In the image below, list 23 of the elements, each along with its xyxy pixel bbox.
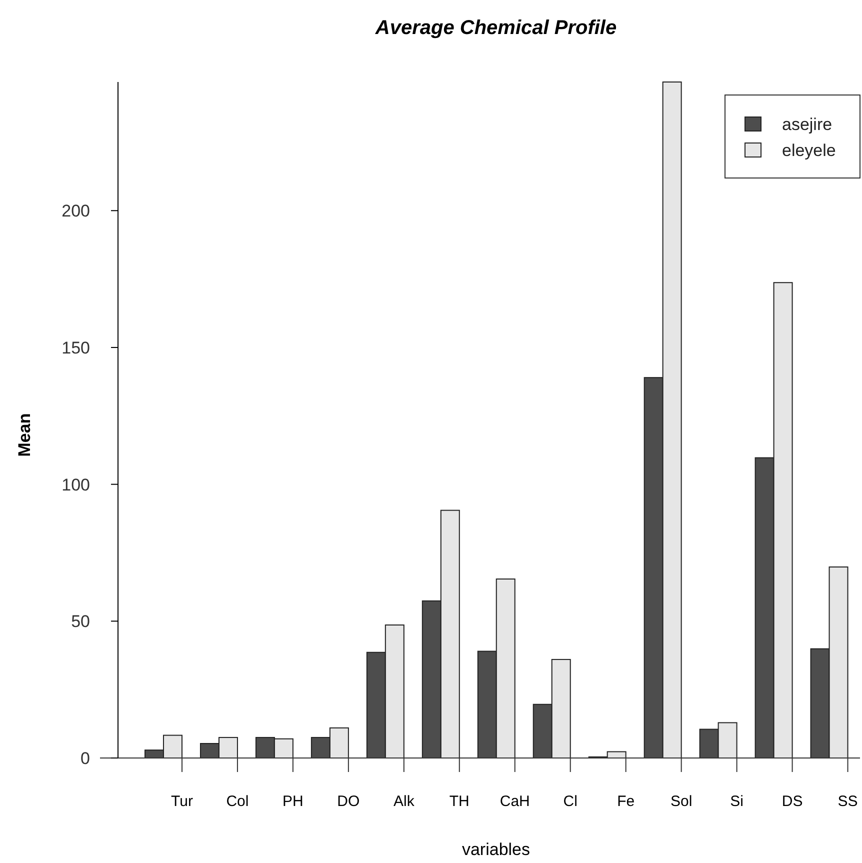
- x-tick-label: Fe: [617, 793, 635, 810]
- y-tick-label: 150: [62, 338, 90, 358]
- x-tick-label: CaH: [500, 793, 530, 810]
- y-tick-label: 50: [71, 612, 90, 632]
- y-tick-label: 100: [62, 475, 90, 494]
- x-tick-label: Tur: [171, 793, 193, 810]
- x-tick-label: Col: [226, 793, 249, 810]
- y-tick-label: 200: [62, 202, 90, 221]
- x-tick-label: Alk: [393, 793, 415, 810]
- chart-title: Average Chemical Profile: [374, 17, 617, 39]
- x-tick-label: TH: [449, 793, 470, 810]
- y-tick-label: 0: [80, 748, 90, 768]
- x-axis-title: variables: [462, 840, 530, 859]
- x-tick-label: PH: [282, 793, 304, 810]
- x-tick-label: DS: [782, 793, 803, 810]
- x-tick-label: SS: [838, 793, 858, 810]
- x-tick-label: Cl: [563, 793, 578, 810]
- x-tick-label: Sol: [670, 793, 692, 810]
- legend-label: asejire: [782, 114, 832, 134]
- x-tick-label: Si: [730, 793, 744, 810]
- y-axis-title: Mean: [15, 413, 34, 457]
- x-tick-label: DO: [337, 793, 360, 810]
- legend-label: eleyele: [782, 140, 836, 160]
